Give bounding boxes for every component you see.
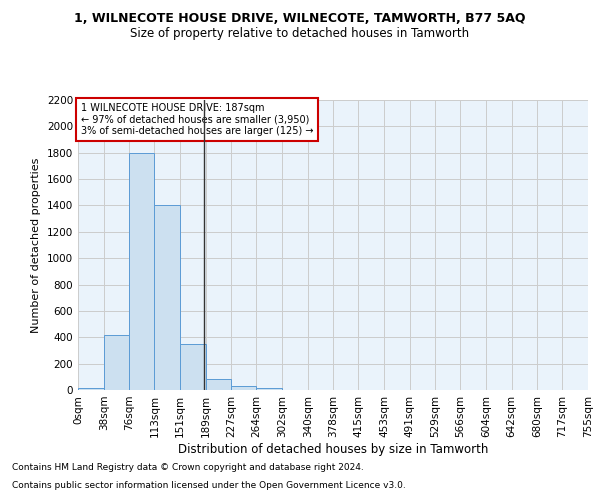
Bar [78,388,104,390]
Text: Contains HM Land Registry data © Crown copyright and database right 2024.: Contains HM Land Registry data © Crown c… [12,464,364,472]
Bar [232,386,256,390]
Text: Contains public sector information licensed under the Open Government Licence v3: Contains public sector information licen… [12,481,406,490]
Text: 1, WILNECOTE HOUSE DRIVE, WILNECOTE, TAMWORTH, B77 5AQ: 1, WILNECOTE HOUSE DRIVE, WILNECOTE, TAM… [74,12,526,26]
Bar [180,344,206,390]
Bar [130,152,154,390]
Bar [154,206,180,390]
Bar [256,388,282,390]
Text: 1 WILNECOTE HOUSE DRIVE: 187sqm
← 97% of detached houses are smaller (3,950)
3% : 1 WILNECOTE HOUSE DRIVE: 187sqm ← 97% of… [80,103,313,136]
Bar [104,334,130,390]
X-axis label: Distribution of detached houses by size in Tamworth: Distribution of detached houses by size … [178,442,488,456]
Y-axis label: Number of detached properties: Number of detached properties [31,158,41,332]
Text: Size of property relative to detached houses in Tamworth: Size of property relative to detached ho… [130,28,470,40]
Bar [206,380,232,390]
